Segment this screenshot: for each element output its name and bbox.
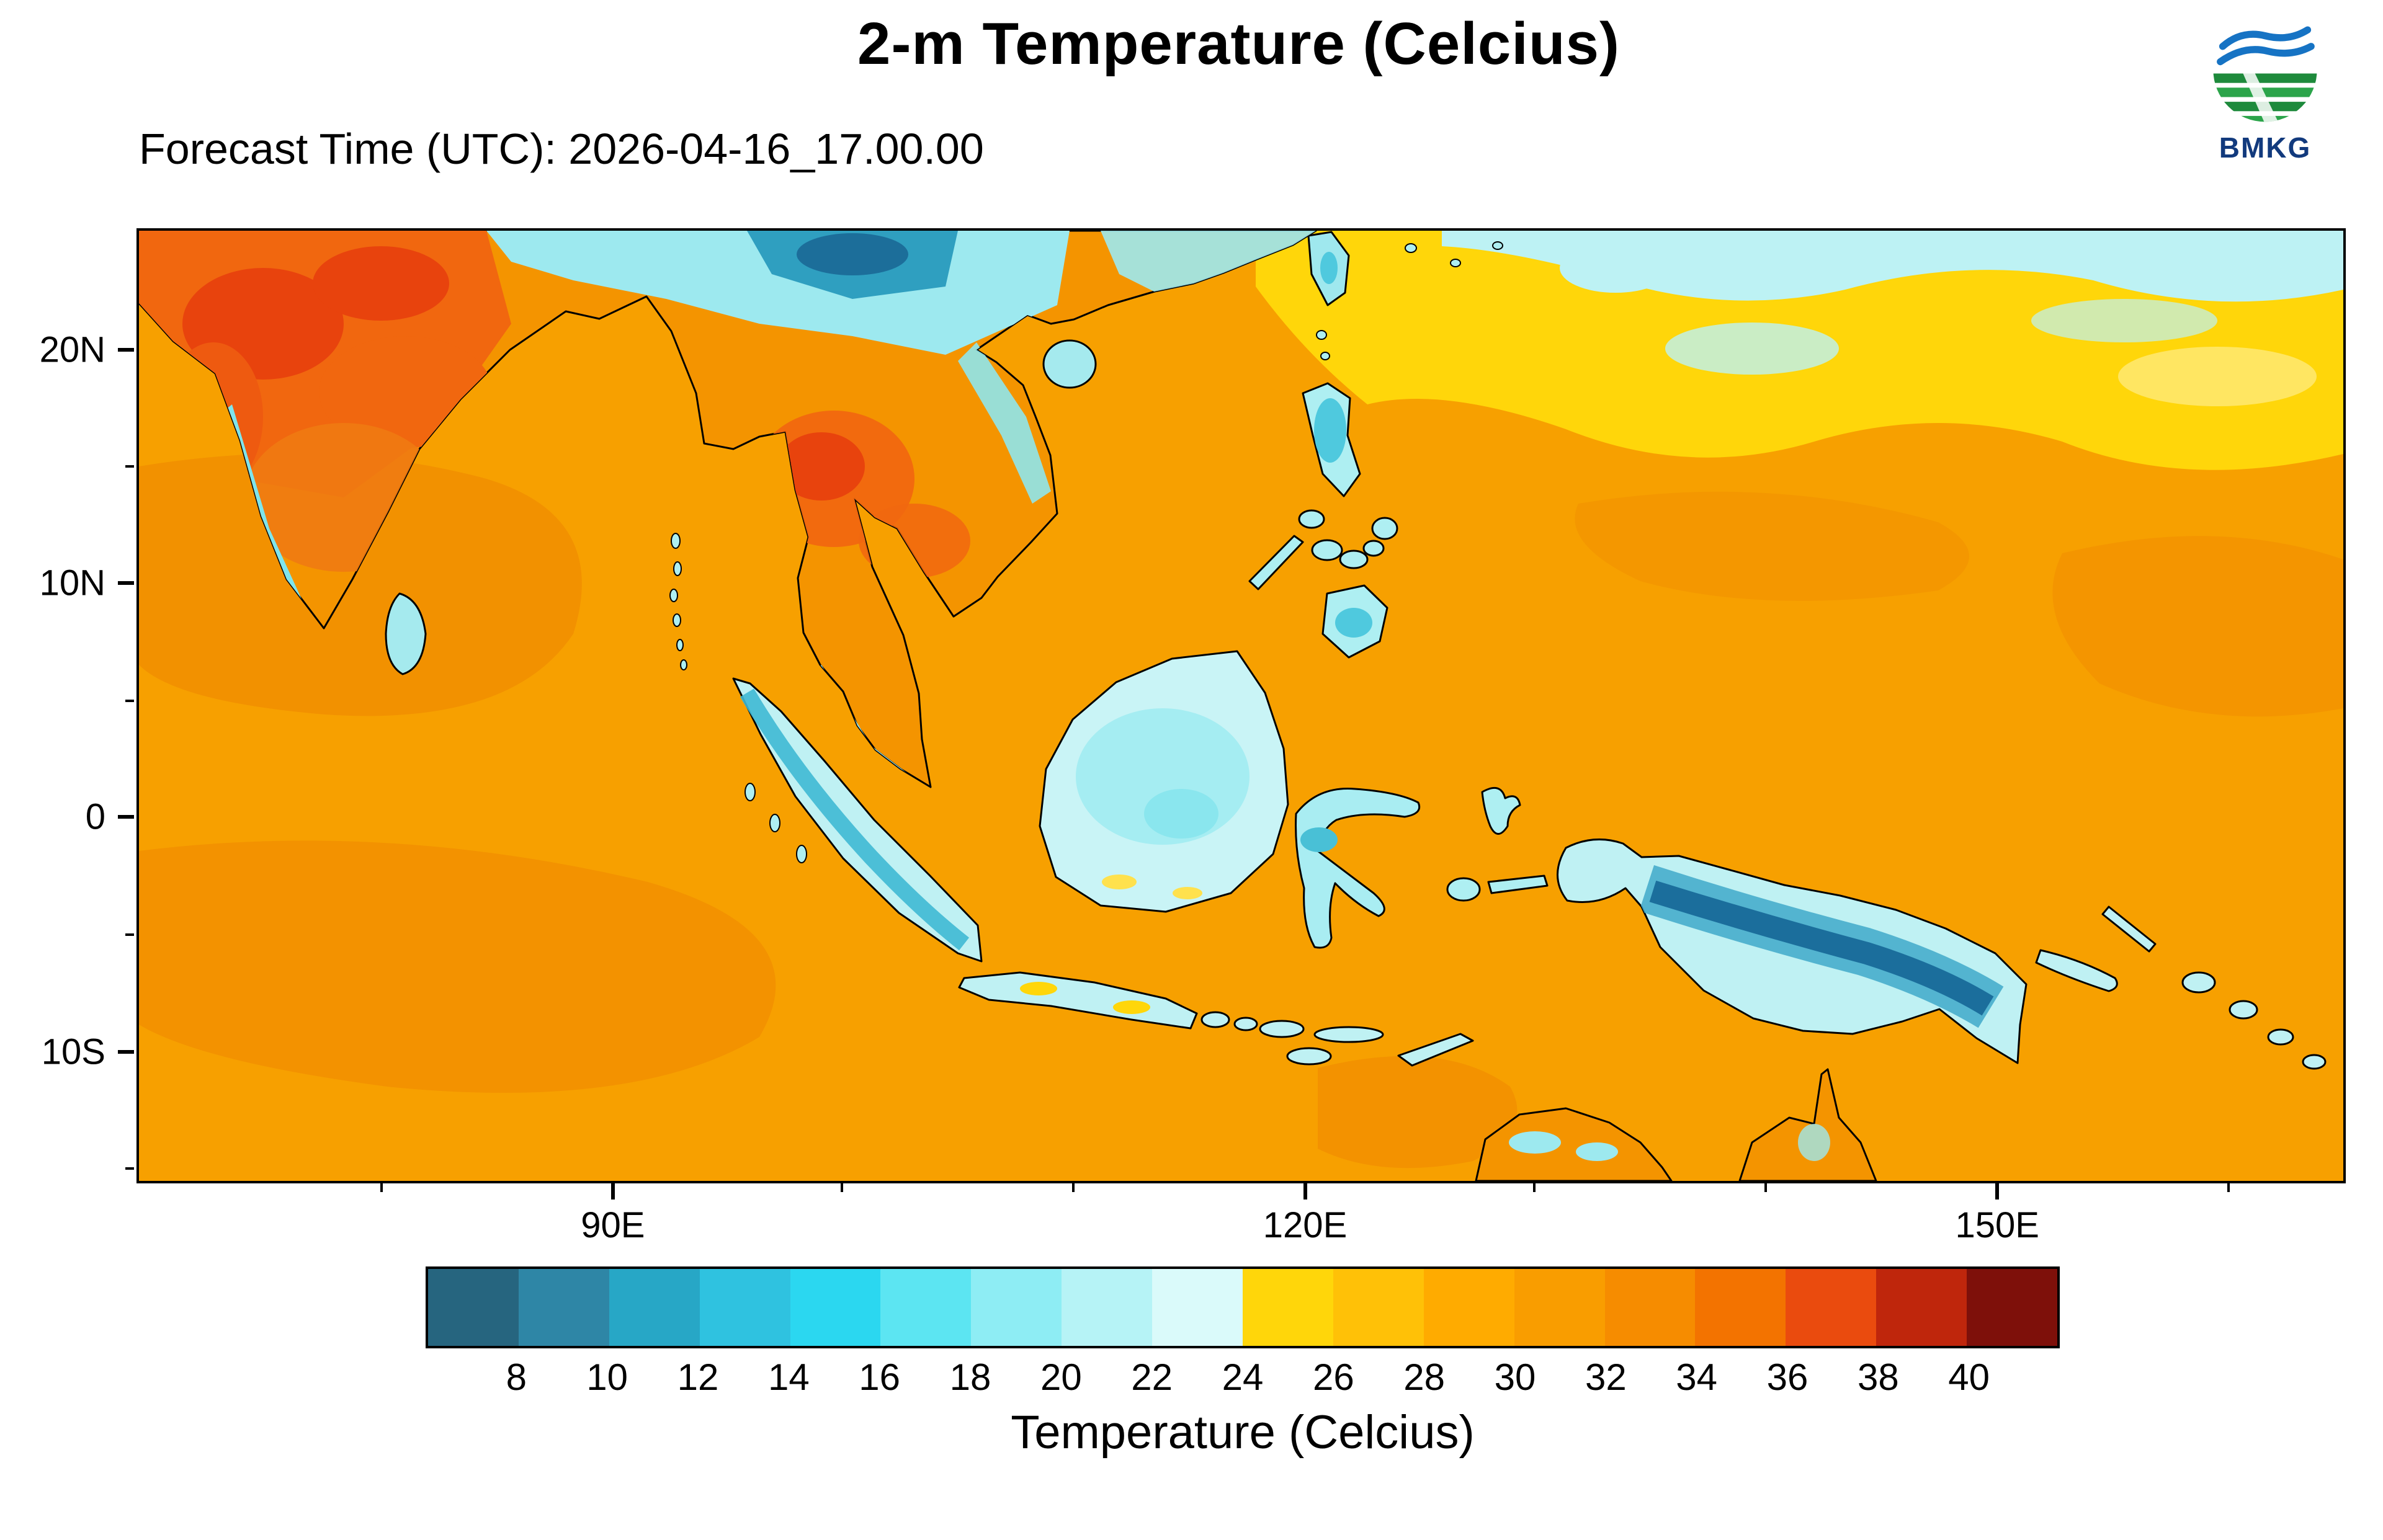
colorbar: 8 10 12 14 16 18 20 22 24 26 28 30 32 34 36 38 40 Temper… [426,1266,2060,1459]
moluccas [1446,786,1549,902]
colorbar-tick-label: 18 [949,1356,991,1398]
temperature-map [136,228,2346,1183]
y-axis-label: 10S [41,1031,105,1072]
colorbar-tick-label: 20 [1040,1356,1082,1398]
y-axis-tick [118,1049,134,1054]
colorbar-cell [880,1269,972,1346]
x-axis-tick [1303,1183,1307,1200]
x-axis-label: 150E [1955,1205,2039,1245]
colorbar-cell [1333,1269,1424,1346]
y-axis: 20N 10N 0 10S [0,231,134,1181]
x-axis-minor-tick [841,1183,844,1192]
cold-ocean-cyan-band [1442,231,2343,302]
y-axis-minor-tick [125,465,134,468]
x-axis-minor-tick [1764,1183,1768,1192]
colorbar-cell [428,1269,519,1346]
colorbar-tick-label: 38 [1857,1356,1899,1398]
colorbar-cell [1062,1269,1153,1346]
x-axis-minor-tick [2227,1183,2230,1192]
colorbar-cells [426,1266,2060,1348]
map-canvas [139,231,2343,1181]
island-highland-details [740,252,2004,1161]
colorbar-cell [1786,1269,1877,1346]
colorbar-tick-label: 28 [1403,1356,1446,1398]
colorbar-cell [1695,1269,1786,1346]
y-axis-tick [118,815,134,819]
colorbar-tick-label: 8 [506,1356,527,1398]
mainland-temperature-overlays [139,231,1316,787]
x-axis-minor-tick [380,1183,383,1192]
y-axis-label: 0 [85,796,105,837]
y-axis-tick [118,347,134,352]
australia [1475,1068,1877,1181]
forecast-time-label: Forecast Time (UTC): 2026-04-16_17.00.00 [139,125,984,173]
colorbar-cell [609,1269,700,1346]
x-axis: 90E 120E 150E [139,1183,2343,1264]
colorbar-cell [699,1269,790,1346]
small-islands [669,241,1503,863]
lesser-sunda-islands [1200,1011,1474,1067]
x-axis-tick [1995,1183,2000,1200]
colorbar-tick-label: 26 [1312,1356,1354,1398]
y-axis-label: 20N [39,329,105,370]
bmkg-logo: BMKG [2191,9,2340,164]
colorbar-title: Temperature (Celcius) [1011,1406,1475,1459]
ocean-warm-patches [139,453,2343,1168]
colorbar-cell [790,1269,881,1346]
y-axis-label: 10N [39,563,105,603]
x-axis-label: 90E [581,1205,645,1245]
colorbar-cell [1967,1269,2058,1346]
x-axis-label: 120E [1263,1205,1348,1245]
y-axis-minor-tick [125,933,134,937]
colorbar-tick-label: 30 [1494,1356,1536,1398]
java [958,971,1198,1030]
bmkg-logo-icon [2213,18,2317,122]
colorbar-cell [971,1269,1062,1346]
colorbar-tick-label: 24 [1222,1356,1264,1398]
y-axis-tick [118,581,134,585]
colorbar-tick-label: 14 [767,1356,810,1398]
cool-ocean-spots [1560,243,2217,375]
sulawesi [1295,788,1421,949]
colorbar-tick-label: 22 [1131,1356,1173,1398]
hainan [1042,339,1097,389]
yellow-spot [2118,347,2317,406]
colorbar-tick-label: 34 [1676,1356,1718,1398]
page-title: 2-m Temperature (Celcius) [857,11,1620,77]
colorbar-tick-label: 36 [1766,1356,1808,1398]
colorbar-tick-labels: 8 10 12 14 16 18 20 22 24 26 28 30 32 34 36 38 40 [426,1348,2060,1398]
y-axis-minor-tick [125,1167,134,1170]
sri-lanka [385,592,427,675]
colorbar-cell [518,1269,609,1346]
colorbar-cell [1152,1269,1243,1346]
y-axis-minor-tick [125,700,134,703]
colorbar-cell [1876,1269,1967,1346]
colorbar-tick-label: 32 [1585,1356,1627,1398]
x-axis-minor-tick [1533,1183,1536,1192]
colorbar-cell [1604,1269,1696,1346]
colorbar-cell [1514,1269,1605,1346]
colorbar-cell [1243,1269,1333,1346]
bmkg-logo-text: BMKG [2219,131,2312,164]
x-axis-tick [610,1183,615,1200]
bismarck-solomons [2035,906,2327,1070]
colorbar-cell [1423,1269,1514,1346]
colorbar-tick-label: 10 [586,1356,628,1398]
x-axis-minor-tick [1072,1183,1075,1192]
colorbar-tick-label: 40 [1948,1356,1990,1398]
colorbar-tick-label: 16 [859,1356,901,1398]
sumatra [732,677,983,963]
colorbar-tick-label: 12 [677,1356,719,1398]
